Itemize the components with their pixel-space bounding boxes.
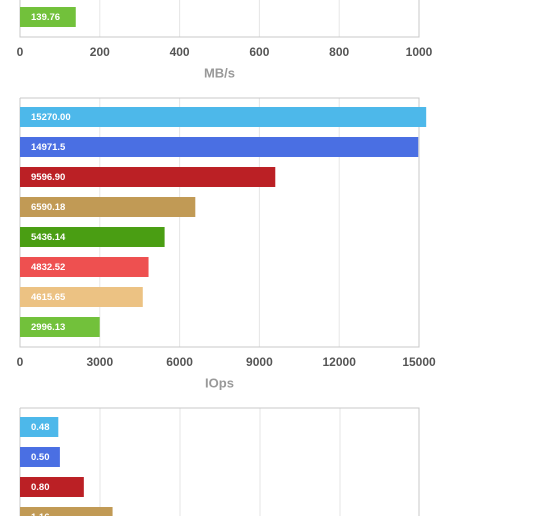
x-tick-label: 15000 — [402, 355, 436, 369]
plot-frame — [19, 407, 420, 516]
value-label: 6590.18 — [31, 202, 65, 213]
bar — [20, 227, 165, 247]
value-label: 2996.13 — [31, 322, 65, 333]
value-label: 15270.00 — [31, 112, 71, 123]
x-axis-title: MB/s — [204, 65, 235, 80]
plot-frame — [19, 97, 420, 348]
x-tick-label: 12000 — [323, 355, 357, 369]
bar — [20, 447, 60, 467]
bar — [20, 107, 427, 127]
bar — [20, 417, 59, 437]
bar — [20, 507, 113, 516]
bar — [20, 257, 149, 277]
value-label: 0.48 — [31, 422, 50, 433]
x-tick-label: 0 — [17, 45, 24, 59]
value-label: 0.50 — [31, 452, 50, 463]
x-tick-label: 400 — [170, 45, 190, 59]
x-tick-label: 1000 — [406, 45, 433, 59]
x-tick-label: 3000 — [86, 355, 113, 369]
bar — [20, 287, 143, 307]
bar — [20, 197, 196, 217]
plot-frame — [19, 0, 420, 38]
value-label: 1.16 — [31, 512, 50, 516]
bar — [20, 7, 76, 27]
value-label: 9596.90 — [31, 172, 65, 183]
bar — [20, 317, 100, 337]
x-tick-label: 0 — [17, 355, 24, 369]
bar — [20, 137, 419, 157]
x-tick-label: 800 — [329, 45, 349, 59]
x-tick-label: 6000 — [166, 355, 193, 369]
value-label: 14971.5 — [31, 142, 66, 153]
value-label: 139.76 — [31, 12, 60, 23]
x-axis-title: IOps — [205, 375, 234, 390]
value-label: 4615.65 — [31, 292, 66, 303]
x-tick-label: 600 — [249, 45, 269, 59]
value-label: 4832.52 — [31, 262, 65, 273]
x-tick-label: 9000 — [246, 355, 273, 369]
bar — [20, 477, 84, 497]
bottom-grid — [99, 408, 341, 516]
value-label: 0.80 — [31, 482, 50, 493]
x-tick-label: 200 — [90, 45, 110, 59]
bar — [20, 167, 276, 187]
value-label: 5436.14 — [31, 232, 66, 243]
